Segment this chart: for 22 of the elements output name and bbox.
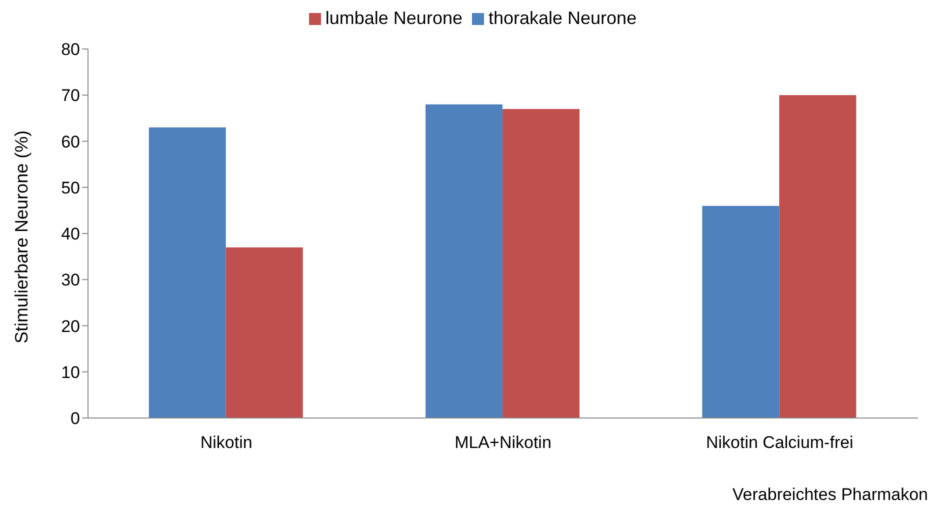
y-tick-label: 30 — [61, 270, 80, 290]
legend-label: thorakale Neurone — [488, 8, 637, 28]
bar — [702, 206, 780, 418]
y-axis-title: Stimulierbare Neurone (%) — [11, 130, 32, 344]
y-tick-label: 80 — [61, 40, 80, 60]
x-axis-title: Verabreichtes Pharmakon — [732, 485, 928, 505]
legend-label: lumbale Neurone — [325, 8, 462, 28]
y-tick-label: 10 — [61, 362, 80, 382]
y-tick-label: 50 — [61, 178, 80, 198]
bar — [502, 108, 580, 418]
x-tick-label: Nikotin — [200, 433, 252, 452]
bar — [226, 247, 303, 418]
y-tick-label: 70 — [61, 86, 80, 106]
bar — [426, 104, 503, 418]
y-tick-label: 60 — [61, 132, 80, 152]
x-tick-label: Nikotin Calcium-frei — [706, 433, 854, 452]
y-tick-label: 20 — [61, 316, 80, 336]
bar — [779, 95, 856, 418]
y-tick-label: 0 — [70, 409, 80, 428]
x-tick-label: MLA+Nikotin — [454, 433, 552, 452]
bar — [148, 127, 226, 418]
y-tick-label: 40 — [61, 224, 80, 244]
